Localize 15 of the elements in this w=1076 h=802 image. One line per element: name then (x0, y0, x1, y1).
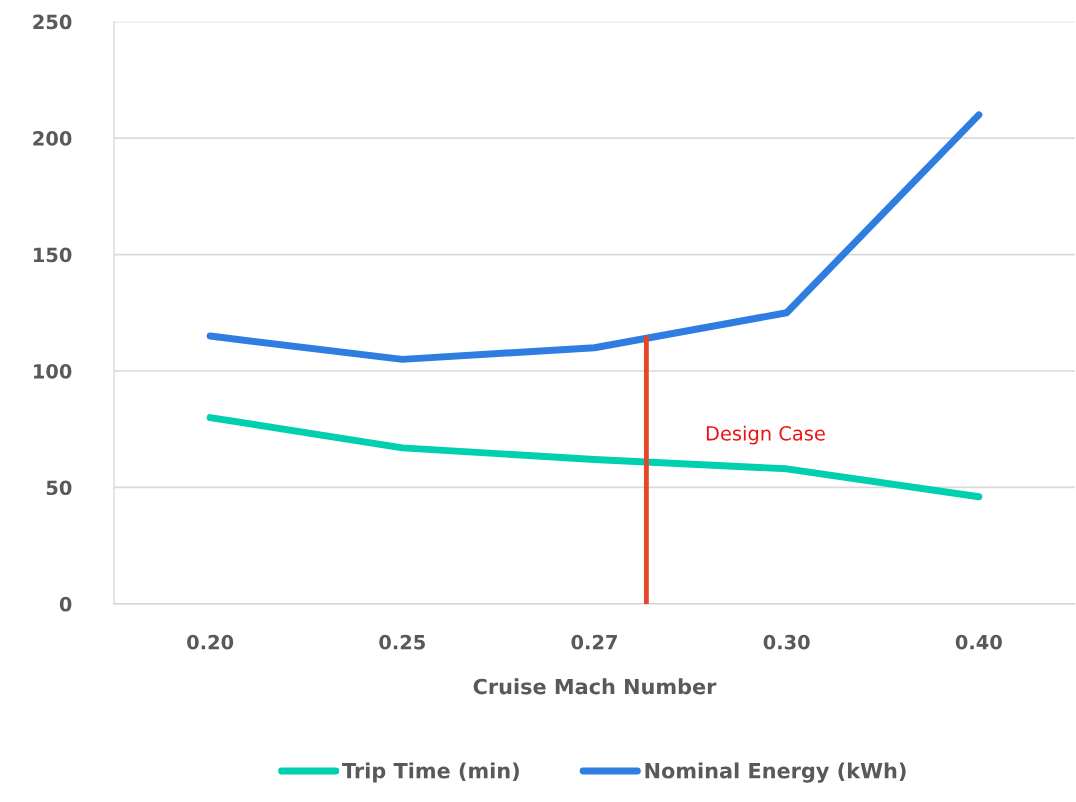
x-tick-label: 0.25 (379, 634, 425, 650)
y-tick-label: 0 (59, 596, 72, 612)
legend-label: Nominal Energy (kWh) (645, 762, 906, 783)
y-tick-label: 100 (34, 363, 72, 379)
y-tick-label: 150 (34, 247, 72, 263)
x-tick-label: 0.30 (763, 634, 810, 650)
x-tick-label: 0.20 (187, 634, 234, 650)
annotation: Design Case (706, 425, 825, 445)
legend-label: Trip Time (min) (342, 762, 519, 783)
y-tick-label: 50 (46, 480, 72, 496)
y-tick-label: 200 (33, 131, 72, 146)
x-tick-label: 0.27 (571, 634, 617, 650)
y-tick-label: 250 (33, 14, 72, 30)
x-tick-label: 0.40 (955, 634, 1002, 650)
x-axis-title: Cruise Mach Number (473, 678, 717, 695)
